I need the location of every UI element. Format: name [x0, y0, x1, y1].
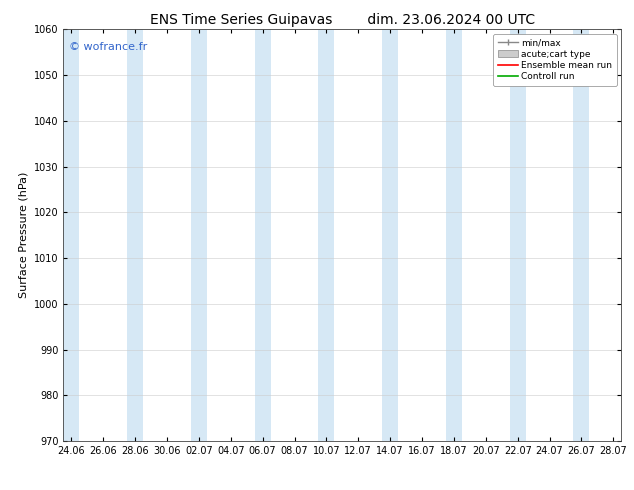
Y-axis label: Surface Pressure (hPa): Surface Pressure (hPa)	[18, 172, 29, 298]
Bar	[191, 29, 207, 441]
Text: © wofrance.fr: © wofrance.fr	[69, 42, 147, 52]
Bar	[63, 29, 79, 441]
Title: ENS Time Series Guipavas        dim. 23.06.2024 00 UTC: ENS Time Series Guipavas dim. 23.06.2024…	[150, 13, 535, 27]
Legend: min/max, acute;cart type, Ensemble mean run, Controll run: min/max, acute;cart type, Ensemble mean …	[493, 34, 617, 86]
Bar	[255, 29, 271, 441]
Bar	[510, 29, 526, 441]
Bar	[382, 29, 398, 441]
Bar	[318, 29, 334, 441]
Bar	[574, 29, 590, 441]
Bar	[446, 29, 462, 441]
Bar	[127, 29, 143, 441]
